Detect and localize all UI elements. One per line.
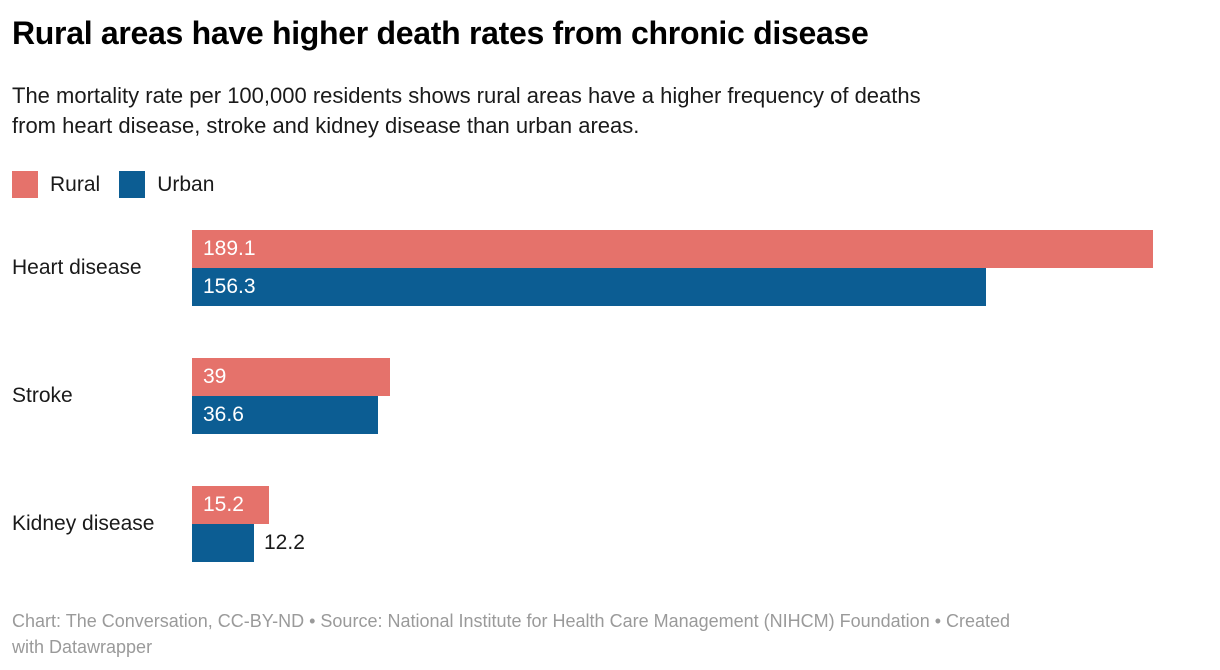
legend-item-rural: Rural [12,171,100,198]
category-row-kidney-disease: Kidney disease 15.2 12.2 [12,486,1208,562]
legend-label: Urban [157,173,215,196]
chart-footer-attribution: Chart: The Conversation, CC-BY-ND • Sour… [12,611,1011,657]
legend-swatch-rural [12,171,38,198]
bar-urban-heart-disease: 156.3 [192,268,986,306]
bar-chart: Heart disease 189.1 156.3 Stroke 39 36.6 Kidne… [12,230,1208,614]
category-label: Kidney disease [12,512,155,535]
bar-value-label: 39 [203,365,227,388]
category-label: Heart disease [12,256,142,279]
bar-rural-kidney-disease: 15.2 [192,486,269,524]
chart-subtitle: The mortality rate per 100,000 residents… [12,83,921,138]
bar-value-label: 12.2 [264,531,305,554]
legend-item-urban: Urban [119,171,214,198]
chart-title: Rural areas have higher death rates from… [12,15,869,51]
bar-urban-stroke: 36.6 [192,396,378,434]
bar-value-label: 156.3 [203,275,256,298]
bar-rural-heart-disease: 189.1 [192,230,1153,268]
legend-label: Rural [50,173,101,196]
bar-value-label: 36.6 [203,403,244,426]
category-row-stroke: Stroke 39 36.6 [12,358,1208,434]
category-label: Stroke [12,384,73,407]
legend: Rural Urban [12,171,233,198]
bar-rural-stroke: 39 [192,358,390,396]
bar-urban-kidney-disease [192,524,254,562]
bar-value-label: 189.1 [203,237,256,260]
bar-value-label: 15.2 [203,493,244,516]
legend-swatch-urban [119,171,146,198]
category-row-heart-disease: Heart disease 189.1 156.3 [12,230,1208,306]
